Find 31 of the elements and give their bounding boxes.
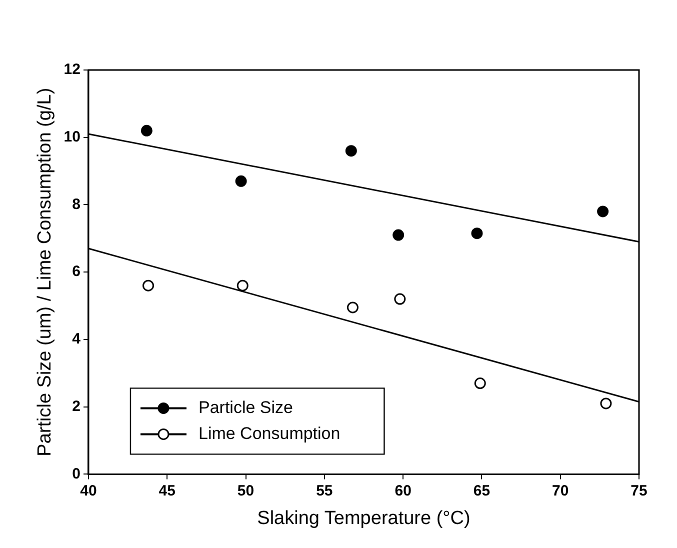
x-tick-label: 65	[473, 482, 490, 500]
y-tick-label: 12	[64, 61, 80, 78]
y-tick-label: 10	[64, 128, 80, 146]
y-tick-label: 0	[72, 465, 80, 482]
x-tick-label: 50	[237, 482, 254, 500]
point	[142, 280, 154, 292]
x-tick-label: 40	[80, 482, 97, 500]
point	[345, 145, 357, 157]
y-tick-label: 2	[72, 398, 80, 415]
x-tick-label: 55	[316, 482, 333, 500]
point	[471, 228, 483, 240]
point	[394, 293, 406, 305]
point	[235, 175, 247, 187]
y-axis-title: Particle Size (um) / Lime Consumption (g/L)	[34, 88, 56, 456]
x-tick-label: 70	[552, 482, 569, 500]
y-tick-label: 6	[72, 263, 80, 280]
x-tick-label: 75	[630, 482, 648, 500]
legend-label: Lime Consumption	[198, 424, 340, 443]
point	[597, 206, 609, 218]
y-tick-label: 4	[72, 330, 82, 348]
point	[346, 302, 358, 314]
point	[392, 229, 404, 241]
point	[236, 280, 248, 292]
x-tick-label: 45	[158, 482, 176, 500]
legend-label: Particle Size	[198, 398, 293, 417]
x-tick-label: 60	[394, 482, 412, 500]
x-axis-title: Slaking Temperature (°C)	[257, 508, 470, 529]
point	[600, 398, 612, 410]
point	[140, 124, 152, 136]
y-tick-label: 8	[72, 196, 80, 213]
point	[474, 378, 486, 390]
